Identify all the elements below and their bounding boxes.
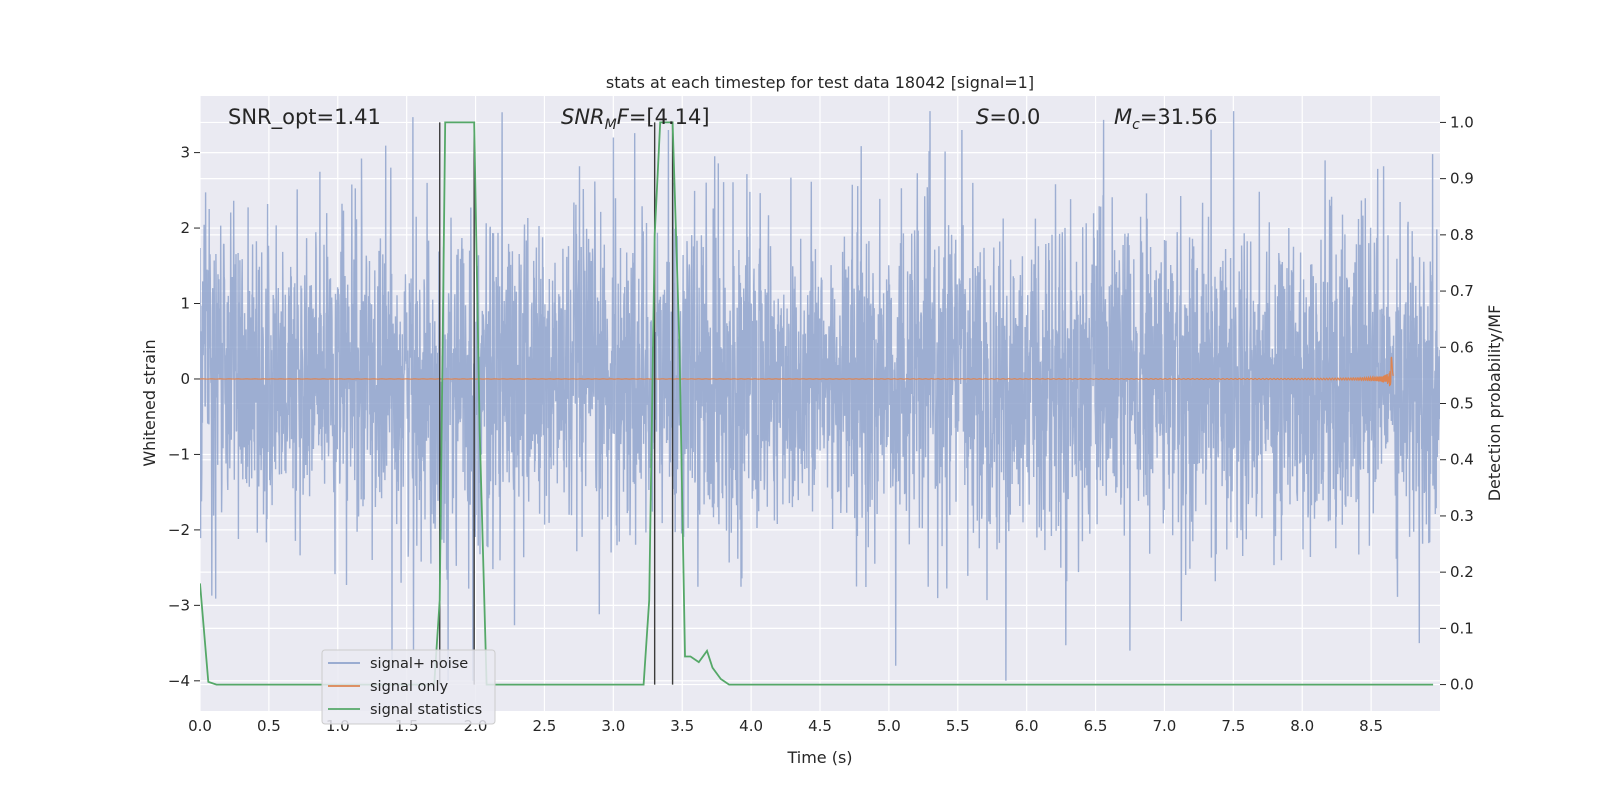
annotation-snr-mf: SNRMF=[4.14]	[561, 105, 710, 133]
legend-label-signal-only: signal only	[370, 679, 449, 695]
x-tick-label: 2.5	[533, 717, 557, 735]
legend: signal+ noise signal only signal statist…	[321, 649, 496, 725]
y-axis-ticks: 3 2 1 0 −1 −2 −3 −4	[168, 144, 200, 690]
x-tick-label: 4.0	[739, 717, 763, 735]
x-tick-label: 3.0	[601, 717, 625, 735]
x-tick-label: 3.5	[670, 717, 694, 735]
x-tick-label: 7.0	[1153, 717, 1177, 735]
y-tick-label: −3	[168, 596, 190, 614]
legend-label-signal-noise: signal+ noise	[370, 656, 468, 672]
x-tick-label: 8.0	[1290, 717, 1314, 735]
y-tick-label: 0	[180, 370, 190, 388]
y2-tick-label: 0.1	[1450, 619, 1474, 637]
y2-tick-label: 1.0	[1450, 113, 1474, 131]
y-tick-label: 2	[180, 219, 190, 237]
x-tick-label: 0.0	[188, 717, 212, 735]
x-axis-ticks: 0.0 0.5 1.0 1.5 2.0 2.5 3.0 3.5 4.0 4.5 5.0 5.5 6.0 6…	[188, 717, 1383, 735]
y-tick-label: −4	[168, 672, 190, 690]
y2-tick-label: 0.8	[1450, 226, 1474, 244]
annotation-snr-opt: SNR_opt=1.41	[228, 105, 381, 130]
x-tick-label: 6.0	[1015, 717, 1039, 735]
y2-tick-label: 0.9	[1450, 170, 1474, 188]
x-tick-label: 7.5	[1221, 717, 1245, 735]
series-signal-statistics	[200, 121, 1434, 686]
y2-tick-label: 0.7	[1450, 282, 1474, 300]
y2-tick-label: 0.2	[1450, 563, 1474, 581]
legend-box	[321, 649, 496, 725]
x-tick-label: 8.5	[1359, 717, 1383, 735]
y2-tick-label: 0.4	[1450, 451, 1474, 469]
x-tick-label: 6.5	[1084, 717, 1108, 735]
chart-title: stats at each timestep for test data 180…	[606, 73, 1034, 92]
y2-tick-label: 0.0	[1450, 676, 1474, 694]
y2-tick-label: 0.5	[1450, 395, 1474, 413]
y-axis-label: Whitened strain	[140, 339, 159, 466]
x-tick-label: 4.5	[808, 717, 832, 735]
x-tick-label: 5.0	[877, 717, 901, 735]
legend-label-signal-statistics: signal statistics	[370, 702, 482, 718]
y2-axis-label: Detection probability/MF	[1485, 305, 1504, 502]
y-tick-label: 1	[180, 295, 190, 313]
annotation-mc: Mc=31.56	[1114, 105, 1218, 133]
y2-tick-label: 0.3	[1450, 507, 1474, 525]
x-tick-label: 5.5	[946, 717, 970, 735]
x-tick-label: 0.5	[257, 717, 281, 735]
x-axis-label: Time (s)	[786, 748, 852, 767]
y-tick-label: −1	[168, 445, 190, 463]
series-signal-noise	[200, 111, 1440, 681]
y2-tick-label: 0.6	[1450, 338, 1474, 356]
y2-axis-ticks: 1.0 0.9 0.8 0.7 0.6 0.5 0.4 0.3 0.2 0.1 0.0	[1440, 113, 1474, 694]
y-tick-label: 3	[180, 144, 190, 162]
y-tick-label: −2	[168, 521, 190, 539]
annotation-s: S=0.0	[976, 105, 1040, 129]
series-signal-only	[200, 356, 1394, 387]
